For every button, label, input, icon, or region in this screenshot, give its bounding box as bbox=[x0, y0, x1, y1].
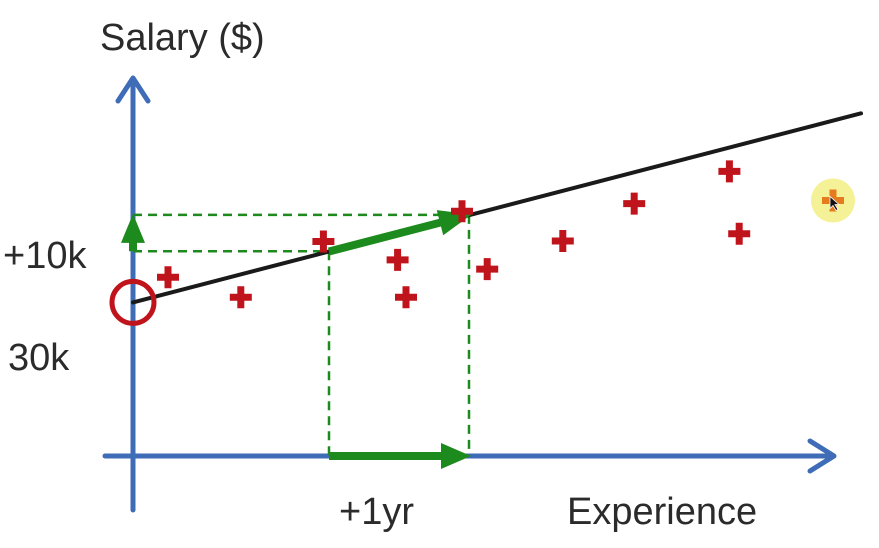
intercept-circle bbox=[109, 278, 157, 326]
y-tick-label-intercept: 30k bbox=[8, 337, 70, 379]
data-point bbox=[157, 266, 179, 289]
delta-y-arrowhead bbox=[121, 213, 145, 243]
data-point bbox=[728, 222, 751, 245]
x-annotation-label: +1yr bbox=[339, 491, 414, 533]
data-point bbox=[551, 229, 574, 252]
y-axis-arrowhead bbox=[115, 75, 151, 104]
y-tick-label-delta: +10k bbox=[3, 235, 87, 277]
y-axis-label: Salary ($) bbox=[100, 17, 265, 59]
data-point bbox=[229, 286, 252, 309]
delta-x-arrowhead bbox=[441, 443, 471, 469]
x-axis-label: Experience bbox=[567, 491, 757, 533]
data-point bbox=[386, 248, 409, 271]
data-point bbox=[718, 160, 741, 183]
data-point bbox=[451, 200, 473, 223]
mouse-cursor-icon bbox=[829, 195, 841, 212]
slope-arrow-shaft bbox=[327, 217, 445, 256]
data-point bbox=[476, 258, 499, 281]
data-point bbox=[623, 192, 646, 215]
fit-line-group bbox=[109, 111, 863, 326]
data-point bbox=[312, 230, 335, 253]
fit-line bbox=[131, 111, 863, 305]
x-axis-arrowhead bbox=[807, 438, 837, 474]
data-point bbox=[395, 286, 417, 309]
data-points bbox=[157, 160, 855, 309]
slope-guides bbox=[121, 213, 471, 469]
